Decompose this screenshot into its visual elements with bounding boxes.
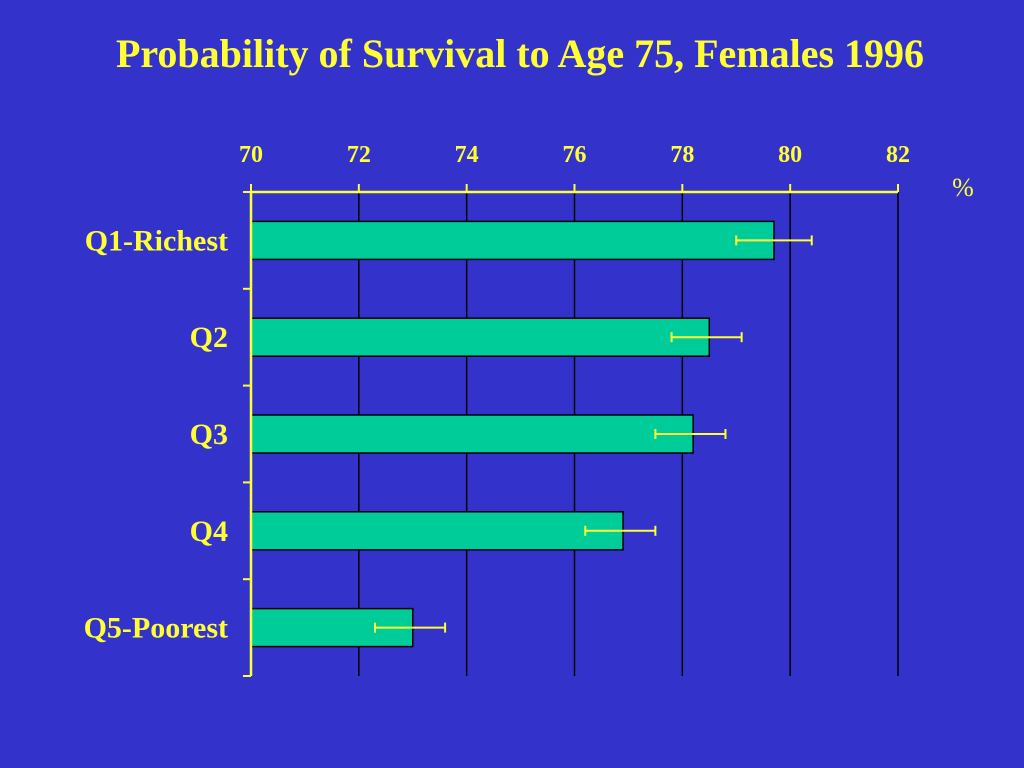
x-tick-label: 78 [670,142,694,168]
error-bar [584,525,657,536]
bar [250,317,711,357]
labels: 70 72 74 76 78 80 82% Q1-Richest Q2 Q3 Q4 Q5-Poores… [84,142,974,645]
category-label: Q5-Poorest [84,612,228,645]
bar [250,511,624,551]
error-bar [735,235,813,246]
bars [250,220,813,648]
category-label: Q4 [190,515,228,548]
bar [250,220,775,261]
axes [243,184,899,677]
x-tick-label: 76 [563,142,587,168]
unit-label: % [952,173,974,202]
x-tick-label: 74 [455,142,479,168]
error-bar [374,622,447,633]
category-label: Q3 [190,418,228,451]
x-tick-label: 72 [347,142,371,168]
x-tick-label: 80 [778,142,802,168]
category-label: Q2 [190,321,228,354]
error-bar [654,429,727,439]
chart-title: Probability of Survival to Age 75, Femal… [115,31,925,76]
x-tick-label: 70 [239,142,263,168]
bar [250,414,694,454]
error-bar [670,332,743,343]
category-label: Q1-Richest [85,224,228,257]
x-tick-label: 82 [886,142,910,168]
